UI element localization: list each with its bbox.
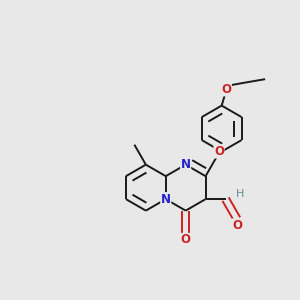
Text: O: O [232,219,242,232]
Text: O: O [181,233,191,247]
Text: N: N [161,193,171,206]
Text: O: O [221,83,231,96]
Text: O: O [214,145,224,158]
Text: H: H [236,189,244,200]
Text: N: N [181,158,191,171]
